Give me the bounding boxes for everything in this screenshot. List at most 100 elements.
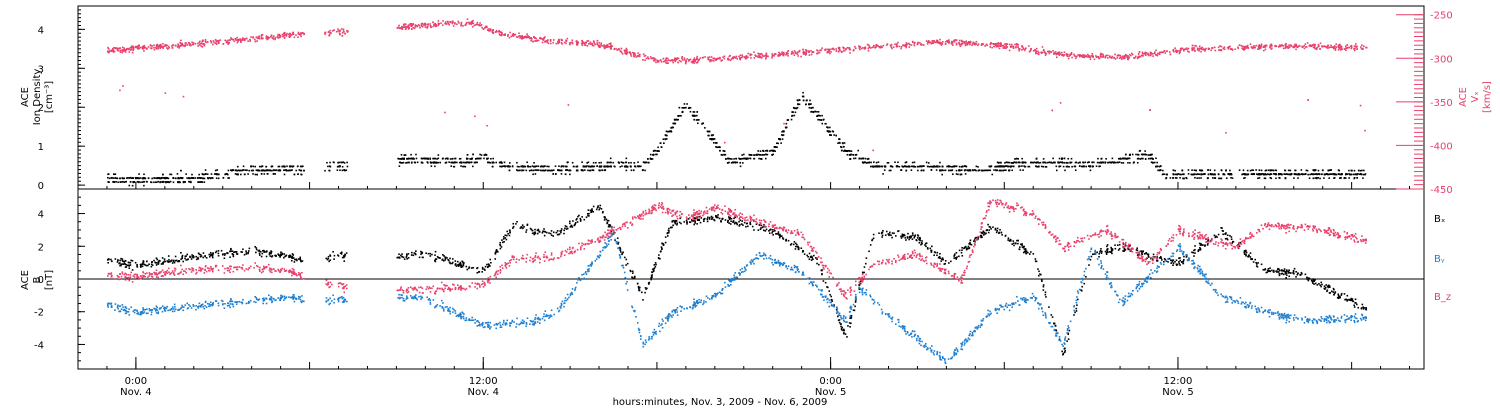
velocity-point <box>1348 46 1350 49</box>
density-point <box>1084 161 1087 164</box>
velocity-point <box>605 44 607 47</box>
velocity-point <box>805 54 807 56</box>
density-point <box>446 157 448 160</box>
density-point <box>658 150 660 152</box>
velocity-point <box>268 36 271 39</box>
density-point <box>693 114 695 117</box>
velocity-point <box>1008 49 1011 52</box>
density-point <box>695 119 698 121</box>
velocity-point <box>167 45 170 48</box>
density-point <box>838 141 841 144</box>
density-point <box>450 161 452 164</box>
velocity-point <box>292 33 295 35</box>
velocity-point <box>867 44 870 46</box>
velocity-point <box>473 24 476 27</box>
density-point <box>270 165 273 168</box>
velocity-point <box>257 36 260 38</box>
velocity-point <box>549 39 552 41</box>
velocity-point <box>1048 50 1051 52</box>
velocity-point <box>1100 53 1103 56</box>
velocity-point <box>1006 43 1009 45</box>
density-point <box>1004 162 1006 164</box>
velocity-point <box>126 48 128 50</box>
density-point <box>1194 176 1196 179</box>
velocity-point <box>409 23 411 25</box>
velocity-point <box>599 45 601 48</box>
density-point <box>621 165 623 167</box>
velocity-point <box>600 42 603 45</box>
velocity-point <box>298 33 301 35</box>
density-point <box>773 149 775 152</box>
velocity-point <box>331 30 334 32</box>
velocity-point <box>675 59 678 61</box>
velocity-point <box>328 33 331 36</box>
density-point <box>1305 173 1307 175</box>
velocity-point <box>526 35 528 37</box>
velocity-point <box>1186 48 1188 51</box>
density-point <box>722 150 725 152</box>
density-point <box>286 165 288 168</box>
density-point <box>1324 173 1326 176</box>
density-point <box>508 165 511 168</box>
density-point <box>592 161 595 164</box>
density-point <box>435 162 437 164</box>
velocity-point <box>536 39 538 42</box>
bx-point <box>120 257 122 260</box>
density-point <box>1183 173 1185 176</box>
velocity-point <box>468 23 471 25</box>
velocity-point <box>279 36 281 39</box>
density-point <box>749 157 752 160</box>
density-point <box>1125 153 1127 156</box>
density-point <box>108 177 111 180</box>
velocity-point <box>520 36 522 39</box>
velocity-point <box>1114 58 1117 60</box>
density-point <box>781 138 784 140</box>
velocity-point <box>968 41 971 44</box>
velocity-point <box>560 38 563 41</box>
velocity-point <box>297 36 299 39</box>
density-point <box>566 169 569 171</box>
velocity-point <box>747 52 750 55</box>
velocity-point <box>655 61 657 64</box>
velocity-point <box>235 39 237 41</box>
velocity-point <box>1085 55 1088 58</box>
bx-point <box>863 266 866 268</box>
velocity-point <box>1179 49 1182 52</box>
velocity-point <box>414 24 417 26</box>
density-point <box>1027 165 1030 168</box>
density-point <box>996 169 999 172</box>
velocity-point <box>664 60 666 62</box>
velocity-point <box>447 22 450 25</box>
density-point <box>560 169 562 172</box>
density-point <box>947 165 950 168</box>
velocity-point <box>339 30 341 32</box>
velocity-point <box>676 57 679 59</box>
density-point <box>1269 169 1271 171</box>
velocity-point <box>1122 57 1125 60</box>
velocity-point <box>1028 50 1031 53</box>
velocity-point <box>919 43 922 46</box>
density-point <box>176 173 179 175</box>
density-point <box>1143 153 1146 156</box>
velocity-point <box>1263 49 1265 52</box>
density-point <box>1275 177 1277 180</box>
velocity-point <box>745 57 748 60</box>
velocity-point <box>447 21 449 24</box>
density-point <box>881 165 883 168</box>
density-point <box>197 181 199 183</box>
velocity-point <box>754 54 756 57</box>
density-point <box>1123 157 1126 160</box>
density-point <box>161 177 164 179</box>
velocity-point <box>1003 46 1006 48</box>
velocity-point <box>673 59 676 61</box>
velocity-point <box>953 39 956 41</box>
velocity-point <box>1304 43 1307 45</box>
velocity-point <box>690 61 693 63</box>
density-point <box>427 158 429 160</box>
density-point <box>410 157 413 160</box>
density-point <box>1095 165 1098 167</box>
density-point <box>1040 165 1043 168</box>
velocity-point <box>1339 46 1341 48</box>
density-point <box>928 165 931 168</box>
density-point <box>125 180 128 183</box>
